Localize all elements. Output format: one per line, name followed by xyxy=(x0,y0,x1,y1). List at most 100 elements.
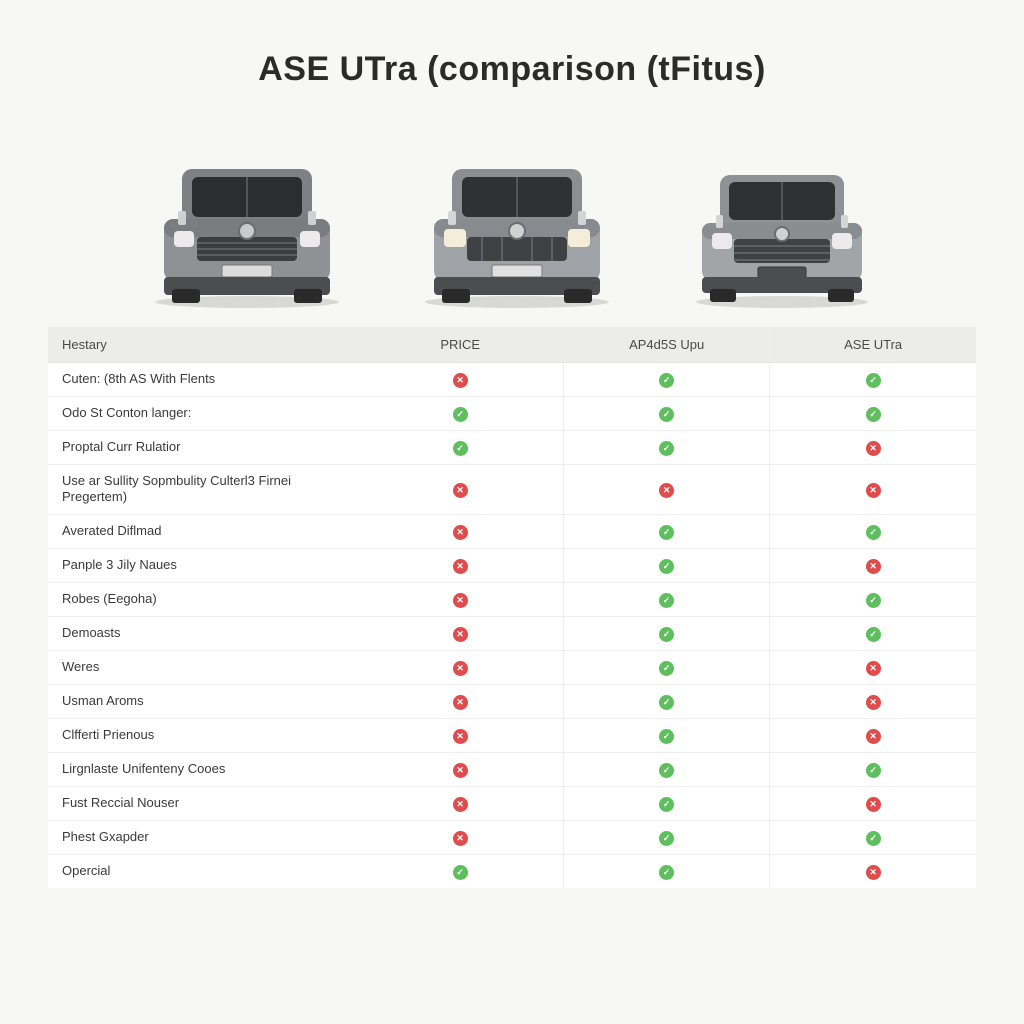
status-cell: ✕ xyxy=(357,786,563,820)
status-cell: ✕ xyxy=(770,465,976,515)
status-cell: ✓ xyxy=(564,684,770,718)
check-icon: ✓ xyxy=(659,661,674,676)
check-icon: ✓ xyxy=(659,407,674,422)
table-header: Hestary PRICE AP4d5S Upu ASE UTra xyxy=(48,327,976,363)
table-row: Phest Gxapder ✕ ✓ ✓ xyxy=(48,820,976,854)
status-cell: ✕ xyxy=(357,752,563,786)
status-cell: ✕ xyxy=(357,616,563,650)
check-icon: ✓ xyxy=(659,695,674,710)
page-title: ASE UTra (comparison (tFitus) xyxy=(48,50,976,89)
status-cell: ✕ xyxy=(357,465,563,515)
table-row: Usman Aroms✕✓✕ xyxy=(48,684,976,718)
column-header-feature: Hestary xyxy=(48,327,357,363)
status-cell: ✓ xyxy=(564,752,770,786)
car-illustration-3 xyxy=(682,149,882,309)
check-icon: ✓ xyxy=(866,407,881,422)
table-row: Weres ✕ ✓ ✕ xyxy=(48,650,976,684)
table-row: Cuten: (8th AS With Flents ✕ ✓ ✓ xyxy=(48,363,976,397)
check-icon: ✓ xyxy=(659,525,674,540)
status-cell: ✓ xyxy=(564,514,770,548)
cars-row xyxy=(48,139,976,309)
feature-label: Robes (Eegoha) xyxy=(48,582,357,616)
table-row: Lirgnlaste Unifenteny Cooes ✕ ✓ ✓ xyxy=(48,752,976,786)
feature-label: Usman Aroms xyxy=(48,684,357,718)
check-icon: ✓ xyxy=(659,593,674,608)
feature-label: Phest Gxapder xyxy=(48,820,357,854)
feature-label: Demoasts xyxy=(48,616,357,650)
column-header-col2: AP4d5S Upu xyxy=(564,327,770,363)
cross-icon: ✕ xyxy=(453,763,468,778)
status-cell: ✕ xyxy=(357,548,563,582)
cross-icon: ✕ xyxy=(453,797,468,812)
status-cell: ✕ xyxy=(770,650,976,684)
check-icon: ✓ xyxy=(659,797,674,812)
status-cell: ✕ xyxy=(770,786,976,820)
cross-icon: ✕ xyxy=(453,483,468,498)
check-icon: ✓ xyxy=(866,373,881,388)
cross-icon: ✕ xyxy=(453,729,468,744)
status-cell: ✕ xyxy=(770,854,976,888)
cross-icon: ✕ xyxy=(453,525,468,540)
feature-label: Cuten: (8th AS With Flents xyxy=(48,363,357,397)
feature-label: Averated Diflmad xyxy=(48,514,357,548)
check-icon: ✓ xyxy=(453,441,468,456)
status-cell: ✕ xyxy=(357,820,563,854)
status-cell: ✓ xyxy=(564,820,770,854)
cross-icon: ✕ xyxy=(866,797,881,812)
table-row: Panple 3 Jily Naues✕✓✕ xyxy=(48,548,976,582)
feature-label: Odo St Conton langer: xyxy=(48,397,357,431)
cross-icon: ✕ xyxy=(453,661,468,676)
table-row: Clfferti Prienous ✕ ✓ ✕ xyxy=(48,718,976,752)
status-cell: ✓ xyxy=(564,363,770,397)
status-cell: ✓ xyxy=(770,363,976,397)
status-cell: ✓ xyxy=(770,820,976,854)
status-cell: ✓ xyxy=(357,397,563,431)
feature-label: Panple 3 Jily Naues xyxy=(48,548,357,582)
status-cell: ✓ xyxy=(564,582,770,616)
table-row: Demoasts✕✓✓ xyxy=(48,616,976,650)
cross-icon: ✕ xyxy=(453,559,468,574)
feature-label: Proptal Curr Rulatior xyxy=(48,431,357,465)
table-row: Use ar Sullity Sopmbulity Culterl3 Firne… xyxy=(48,465,976,515)
check-icon: ✓ xyxy=(659,831,674,846)
status-cell: ✕ xyxy=(770,684,976,718)
check-icon: ✓ xyxy=(866,763,881,778)
status-cell: ✕ xyxy=(357,684,563,718)
check-icon: ✓ xyxy=(866,525,881,540)
table-body: Cuten: (8th AS With Flents✕✓✓Odo St Cont… xyxy=(48,363,976,888)
check-icon: ✓ xyxy=(659,441,674,456)
cross-icon: ✕ xyxy=(453,831,468,846)
cross-icon: ✕ xyxy=(866,441,881,456)
cross-icon: ✕ xyxy=(659,483,674,498)
table-row: Averated Diflmad ✕ ✓ ✓ xyxy=(48,514,976,548)
check-icon: ✓ xyxy=(659,373,674,388)
status-cell: ✓ xyxy=(564,548,770,582)
cross-icon: ✕ xyxy=(866,661,881,676)
car-illustration-2 xyxy=(412,139,622,309)
cross-icon: ✕ xyxy=(866,483,881,498)
check-icon: ✓ xyxy=(659,763,674,778)
check-icon: ✓ xyxy=(453,865,468,880)
cross-icon: ✕ xyxy=(866,695,881,710)
column-header-col3: ASE UTra xyxy=(770,327,976,363)
status-cell: ✓ xyxy=(770,752,976,786)
status-cell: ✓ xyxy=(564,854,770,888)
status-cell: ✓ xyxy=(564,718,770,752)
cross-icon: ✕ xyxy=(866,729,881,744)
status-cell: ✕ xyxy=(357,718,563,752)
feature-label: Weres xyxy=(48,650,357,684)
status-cell: ✓ xyxy=(357,854,563,888)
status-cell: ✓ xyxy=(564,616,770,650)
feature-label: Lirgnlaste Unifenteny Cooes xyxy=(48,752,357,786)
status-cell: ✕ xyxy=(770,718,976,752)
table-row: Fust Reccial Nouser✕✓✕ xyxy=(48,786,976,820)
check-icon: ✓ xyxy=(453,407,468,422)
status-cell: ✓ xyxy=(564,431,770,465)
feature-label: Clfferti Prienous xyxy=(48,718,357,752)
feature-label: Opercial xyxy=(48,854,357,888)
cross-icon: ✕ xyxy=(453,627,468,642)
cross-icon: ✕ xyxy=(453,373,468,388)
check-icon: ✓ xyxy=(866,593,881,608)
check-icon: ✓ xyxy=(659,559,674,574)
status-cell: ✓ xyxy=(564,397,770,431)
